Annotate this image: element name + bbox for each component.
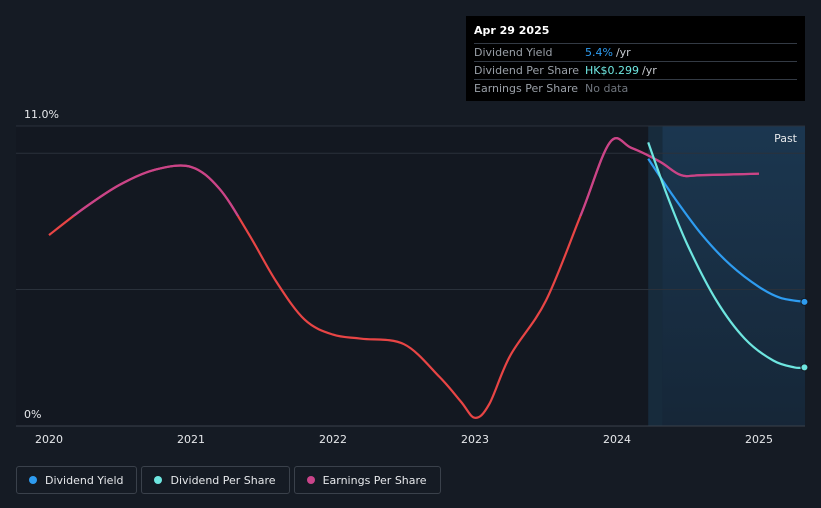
legend: Dividend Yield Dividend Per Share Earnin… (16, 466, 441, 494)
x-tick-label: 2021 (177, 433, 205, 446)
series-line-dividend-yield (647, 158, 805, 303)
tooltip-date: Apr 29 2025 (474, 24, 550, 37)
tooltip-value: HK$0.299 (585, 64, 639, 77)
series-line-dividend-per-share (647, 142, 805, 369)
past-label: Past (774, 132, 798, 145)
x-tick-label: 2022 (319, 433, 347, 446)
legend-label: Earnings Per Share (322, 473, 427, 487)
tooltip-unit: /yr (641, 64, 657, 77)
legend-dot-icon (154, 476, 163, 484)
legend-label: Dividend Per Share (170, 473, 276, 487)
x-tick-label: 2025 (745, 433, 773, 446)
forecast-strip (648, 126, 663, 426)
x-tick-label: 2024 (603, 433, 631, 446)
legend-dot-icon (306, 476, 315, 484)
tooltip-label: Dividend Yield (474, 46, 553, 59)
past-region (662, 126, 805, 426)
tooltip-value: 5.4% (585, 46, 613, 59)
legend-item-dividend-yield[interactable]: Dividend Yield (16, 466, 138, 494)
tooltip-value: No data (585, 82, 629, 95)
tooltip-row-earnings-per-share: Earnings Per Share No data (474, 79, 797, 97)
legend-item-dividend-per-share[interactable]: Dividend Per Share (141, 466, 290, 494)
y-tick-label-bottom: 0% (24, 408, 41, 421)
x-tick-label: 2020 (35, 433, 63, 446)
tooltip-label: Earnings Per Share (474, 82, 579, 95)
series-endpoint-dividend-per-share (800, 363, 809, 372)
x-tick-label: 2023 (461, 433, 489, 446)
tooltip-row-dividend-per-share: Dividend Per Share HK$0.299 /yr (474, 61, 797, 79)
series-line-earnings-per-share-highlight (71, 137, 760, 216)
tooltip-label: Dividend Per Share (474, 64, 580, 77)
tooltip-unit: /yr (615, 46, 631, 59)
legend-label: Dividend Yield (45, 473, 124, 487)
tooltip-row-dividend-yield: Dividend Yield 5.4% /yr (474, 43, 797, 61)
legend-item-earnings-per-share[interactable]: Earnings Per Share (293, 466, 441, 494)
legend-dot-icon (29, 476, 37, 484)
series-endpoint-dividend-yield (800, 297, 809, 306)
tooltip: Apr 29 2025 Dividend Yield 5.4% /yr Divi… (466, 16, 805, 101)
y-tick-label-top: 11.0% (24, 108, 59, 121)
